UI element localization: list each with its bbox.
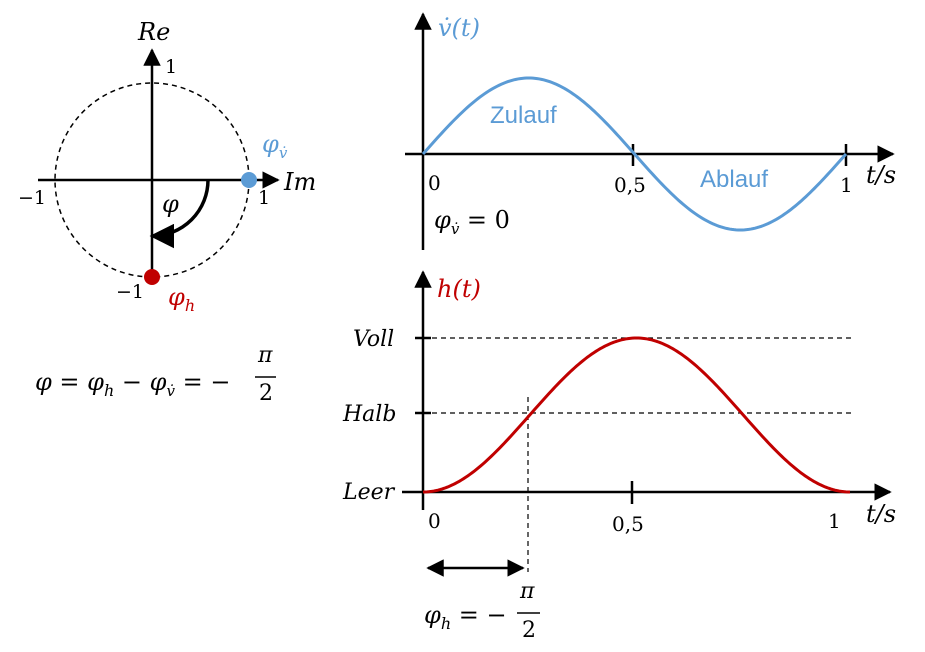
top-tick-label-05: 0,5 — [614, 173, 646, 197]
bottom-phase-numerator: π — [519, 579, 535, 604]
bottom-phase-label: φh = − — [424, 601, 507, 633]
label-ablauf: Ablauf — [700, 166, 768, 193]
top-y-label: v̇(t) — [438, 14, 480, 42]
formula-denominator: 2 — [259, 381, 273, 406]
tick-re-neg: −1 — [116, 281, 144, 303]
top-tick-label-1: 1 — [840, 173, 853, 197]
phasor-point-h — [144, 269, 160, 285]
phasor-diagram: Re Im 1 1 −1 −1 φ φv̇ φh — [18, 18, 316, 315]
label-zulauf: Zulauf — [490, 102, 557, 129]
level-label-leer: Leer — [342, 480, 396, 505]
bottom-plot: h(t) t/s Voll Halb Leer 0 0,5 1 φh = − π… — [342, 270, 896, 643]
level-label-halb: Halb — [342, 402, 396, 427]
im-axis-label: Im — [283, 168, 316, 196]
bottom-tick-label-1: 1 — [828, 509, 841, 533]
re-axis-label: Re — [137, 18, 170, 46]
phase-difference-formula: φ = φh − φv̇ = − π 2 — [35, 343, 276, 406]
bottom-y-label: h(t) — [437, 275, 481, 303]
bottom-phase-denominator: 2 — [522, 618, 536, 643]
bottom-tick-label-05: 0,5 — [612, 512, 644, 536]
formula-numerator: π — [257, 343, 273, 368]
phasor-point-v — [241, 172, 257, 188]
bottom-curve — [422, 336, 851, 494]
angle-arc — [149, 179, 210, 249]
top-plot: v̇(t) t/s 0 0,5 1 Zulauf Ablauf φv̇ = 0 — [405, 12, 896, 250]
angle-label: φ — [162, 190, 179, 218]
bottom-x-label: t/s — [866, 500, 896, 528]
phasor-label-h: φh — [168, 283, 195, 315]
tick-im-neg: −1 — [18, 187, 46, 209]
top-x-label: t/s — [866, 161, 896, 189]
bottom-tick-label-0: 0 — [428, 509, 441, 533]
svg-text:φ = φh − φv̇ = −: φ = φh − φv̇ = − — [35, 368, 230, 400]
tick-im-pos: 1 — [258, 187, 270, 209]
level-label-voll: Voll — [353, 327, 394, 352]
phasor-label-v: φv̇ — [262, 130, 288, 162]
tick-re-pos: 1 — [165, 56, 177, 78]
top-curve — [421, 76, 848, 232]
top-phase-label: φv̇ = 0 — [434, 206, 510, 238]
top-tick-label-0: 0 — [428, 171, 441, 195]
